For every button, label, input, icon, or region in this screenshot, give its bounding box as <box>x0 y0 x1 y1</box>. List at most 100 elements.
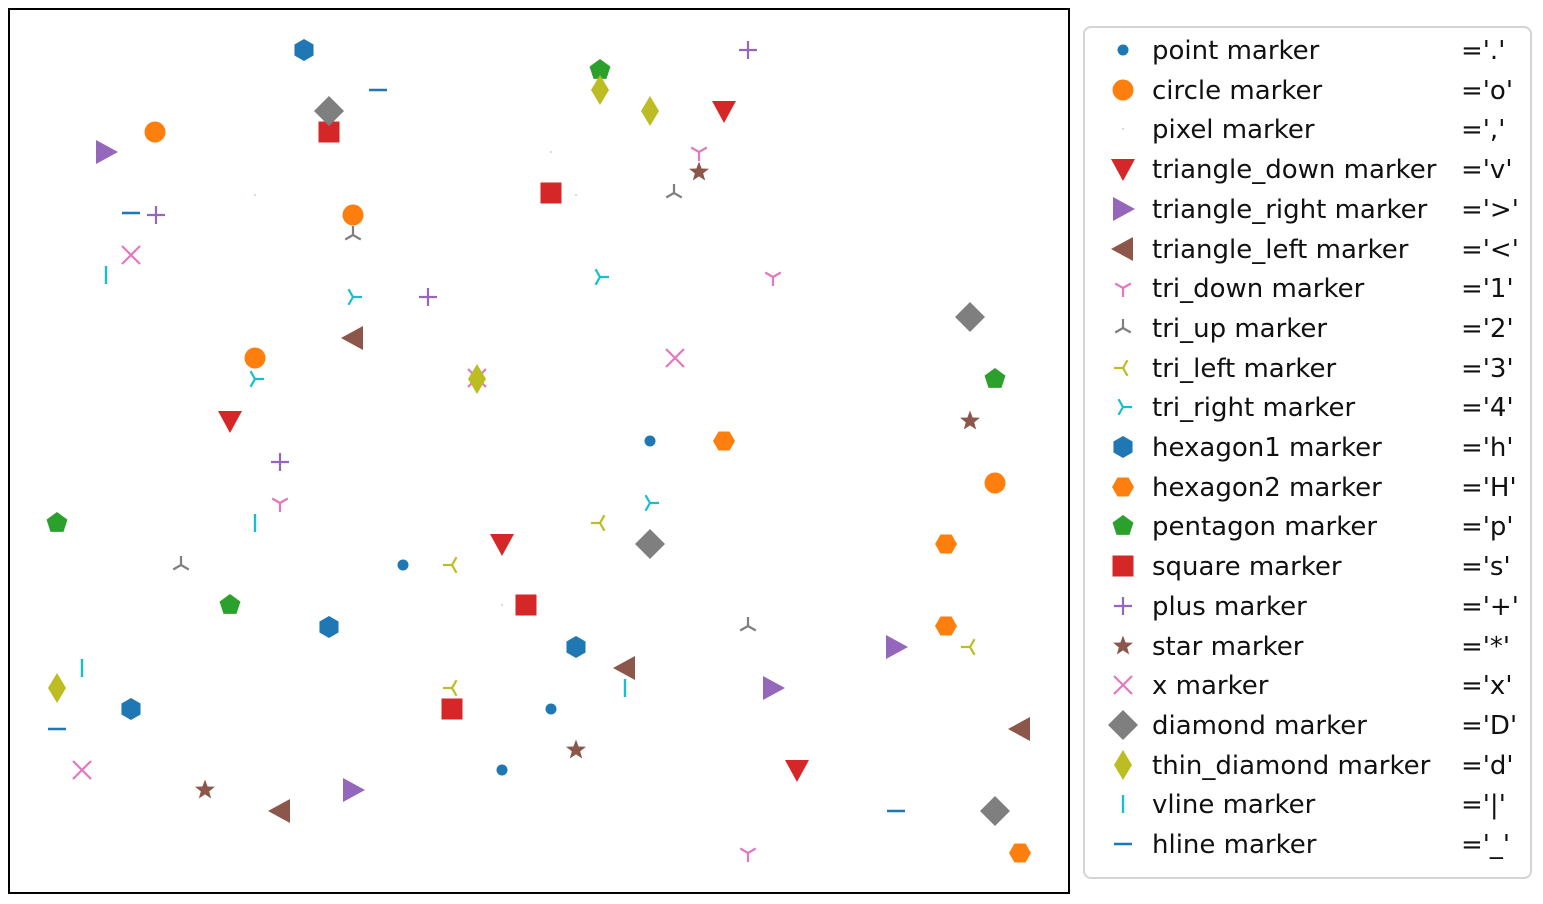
legend-label-vline: vline marker <box>1152 790 1316 821</box>
legend-item-hexagon2: hexagon2 marker ='H' <box>1085 468 1530 506</box>
pixel-marker-point-2 <box>254 194 256 196</box>
legend-item-pentagon: pentagon marker ='p' <box>1085 507 1530 545</box>
triangle-down-marker-point-4 <box>785 760 809 782</box>
legend-label-thin-diamond: thin_diamond marker <box>1152 750 1431 781</box>
legend-code-vline: ='|' <box>1461 790 1506 821</box>
square-marker-point-3 <box>515 594 537 616</box>
legend-item-thin-diamond: thin_diamond marker ='d' <box>1085 746 1530 784</box>
triangle-right-marker-point-4 <box>343 778 365 802</box>
legend-code-point: ='.' <box>1461 36 1506 66</box>
legend-label-pixel: pixel marker <box>1152 115 1315 146</box>
legend-item-point: point marker ='.' <box>1085 31 1530 69</box>
hexagon1-marker-point-4 <box>121 698 141 720</box>
triangle-down-marker-point-2 <box>218 411 242 433</box>
star-marker-point-4 <box>195 779 215 799</box>
legend-symbol-thin-diamond <box>1114 749 1132 780</box>
triangle-left-marker-point-3 <box>1008 717 1030 741</box>
tri-up-marker-point-3 <box>172 556 190 571</box>
legend: point marker ='.' circle marker ='o' pixel m… <box>1083 26 1532 879</box>
x-marker-point-2 <box>665 348 685 368</box>
square-marker-point-4 <box>441 698 463 720</box>
legend-code-thin-diamond: ='d' <box>1461 750 1514 781</box>
square-marker-point-1 <box>318 121 340 143</box>
legend-item-pixel: pixel marker =',' <box>1085 110 1530 148</box>
tri-down-marker-point-4 <box>739 847 757 862</box>
triangle-down-marker-point-1 <box>712 101 736 123</box>
legend-symbol-tri-up <box>1114 318 1132 334</box>
hexagon1-marker-point-1 <box>294 39 314 61</box>
square-marker-point-2 <box>540 182 562 204</box>
legend-symbol-hexagon2 <box>1112 477 1134 497</box>
legend-symbol-pentagon <box>1112 515 1134 536</box>
legend-item-star: star marker ='*' <box>1085 627 1530 665</box>
legend-item-square: square marker ='s' <box>1085 547 1530 585</box>
legend-label-tri-right: tri_right marker <box>1152 393 1356 424</box>
legend-label-tri-down: tri_down marker <box>1152 274 1365 305</box>
legend-symbol-triangle-right <box>1113 196 1135 221</box>
point-marker-point-4 <box>496 764 508 776</box>
point-marker-point-2 <box>397 559 409 571</box>
circle-marker-point-2 <box>342 204 364 226</box>
tri-up-marker-point-1 <box>665 184 683 199</box>
pixel-marker-point-3 <box>575 194 577 196</box>
legend-code-hexagon1: ='h' <box>1461 433 1514 463</box>
triangle-right-marker-point-2 <box>886 635 908 659</box>
thin-diamond-marker-point-4 <box>48 673 66 703</box>
legend-code-circle: ='o' <box>1461 75 1513 106</box>
pixel-marker-point-1 <box>550 151 552 153</box>
legend-code-tri-right: ='4' <box>1461 393 1514 424</box>
legend-label-hline: hline marker <box>1152 830 1317 860</box>
legend-label-triangle-down: triangle_down marker <box>1152 155 1437 186</box>
legend-label-triangle-left: triangle_left marker <box>1152 234 1409 265</box>
triangle-right-marker-point-3 <box>763 676 785 700</box>
legend-code-star: ='*' <box>1461 631 1511 662</box>
tri-down-marker-point-2 <box>764 271 782 286</box>
triangle-left-marker-point-2 <box>613 656 635 680</box>
legend-label-star: star marker <box>1152 631 1304 662</box>
legend-label-circle: circle marker <box>1152 75 1323 106</box>
legend-item-circle: circle marker ='o' <box>1085 71 1530 109</box>
diamond-marker-point-1 <box>314 96 344 126</box>
diamond-marker-point-2 <box>955 302 985 332</box>
x-marker-point-1 <box>121 245 141 265</box>
legend-symbol-hline <box>1114 842 1132 846</box>
star-marker-point-1 <box>689 161 709 181</box>
legend-code-square: ='s' <box>1461 552 1511 583</box>
legend-item-x: x marker ='x' <box>1085 666 1530 704</box>
hexagon1-marker-point-2 <box>319 616 339 638</box>
star-marker-point-3 <box>566 739 586 759</box>
legend-symbol-point <box>1117 44 1129 56</box>
legend-item-tri-up: tri_up marker ='2' <box>1085 309 1530 347</box>
circle-marker-point-3 <box>244 347 266 369</box>
hexagon2-marker-point-1 <box>713 431 735 451</box>
legend-code-tri-left: ='3' <box>1461 353 1514 384</box>
tri-right-marker-point-1 <box>594 268 609 286</box>
legend-label-pentagon: pentagon marker <box>1152 512 1378 543</box>
legend-label-triangle-right: triangle_right marker <box>1152 194 1428 225</box>
plus-marker-point-3 <box>419 288 437 306</box>
diamond-marker-point-4 <box>980 796 1010 826</box>
hexagon2-marker-point-2 <box>935 534 957 554</box>
legend-item-diamond: diamond marker ='D' <box>1085 706 1530 744</box>
legend-label-diamond: diamond marker <box>1152 710 1367 741</box>
legend-label-point: point marker <box>1152 36 1320 66</box>
legend-label-hexagon2: hexagon2 marker <box>1152 472 1382 503</box>
legend-label-tri-left: tri_left marker <box>1152 353 1337 384</box>
legend-item-hexagon1: hexagon1 marker ='h' <box>1085 428 1530 466</box>
legend-code-triangle-left: ='<' <box>1461 234 1519 265</box>
legend-symbol-tri-right <box>1117 398 1132 416</box>
thin-diamond-marker-point-1 <box>591 75 609 105</box>
plus-marker-point-2 <box>147 206 165 224</box>
legend-code-tri-down: ='1' <box>1461 274 1514 305</box>
tri-right-marker-point-4 <box>644 494 659 512</box>
thin-diamond-marker-point-3 <box>468 364 486 394</box>
plot-markers <box>46 39 1031 863</box>
hexagon1-marker-point-3 <box>566 636 586 658</box>
legend-label-x: x marker <box>1152 671 1269 702</box>
x-marker-point-4 <box>72 760 92 780</box>
legend-symbol-x <box>1113 675 1133 695</box>
legend-code-hexagon2: ='H' <box>1461 472 1517 503</box>
tri-up-marker-point-4 <box>739 617 757 632</box>
plot-frame <box>8 8 1070 894</box>
pentagon-marker-point-4 <box>219 594 241 614</box>
